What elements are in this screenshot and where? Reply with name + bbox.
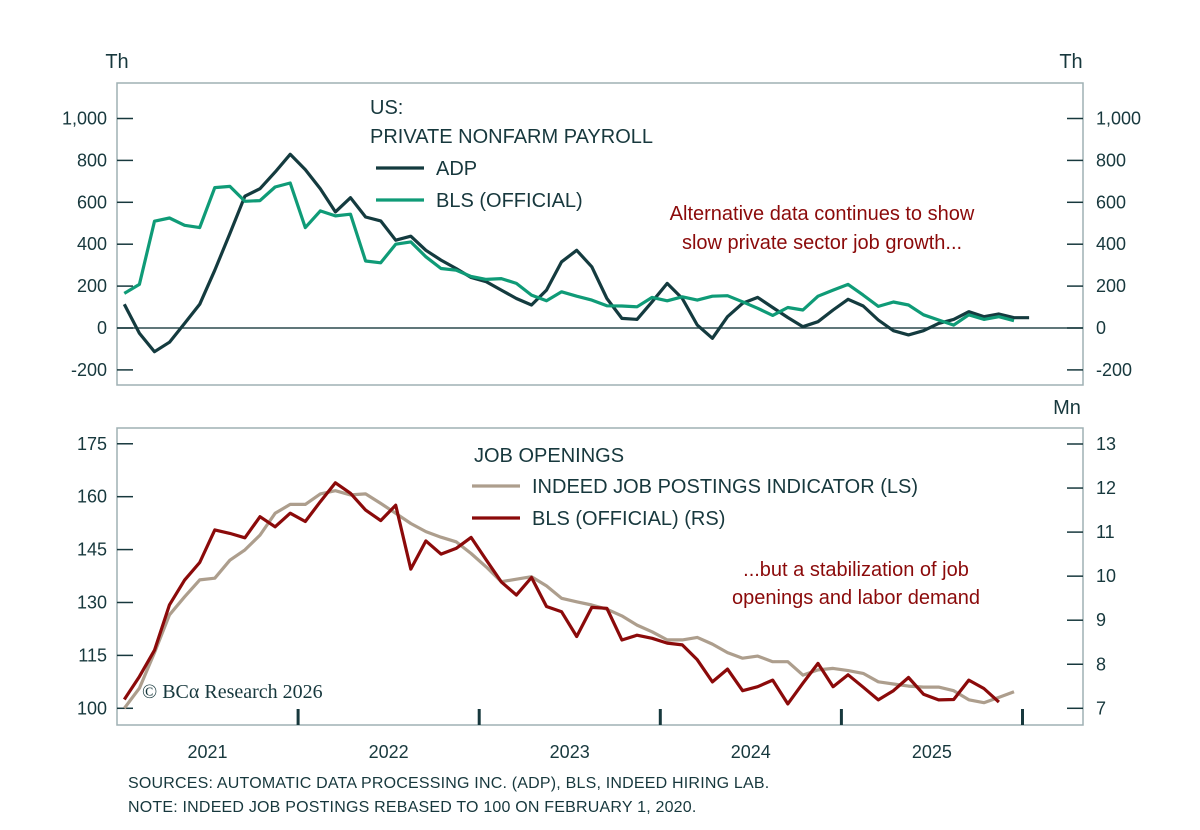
legend-label: INDEED JOB POSTINGS INDICATOR (LS) [532, 476, 918, 498]
y-tick-label-left: 100 [77, 698, 107, 718]
legend-label: ADP [436, 158, 477, 180]
y-tick-label-right: 1,000 [1096, 109, 1141, 129]
footer-note: NOTE: INDEED JOB POSTINGS REBASED TO 100… [128, 799, 697, 816]
y-tick-label-right: 400 [1096, 234, 1126, 254]
annotation: ...but a stabilization of job [743, 559, 969, 581]
series-line-indeed [123, 489, 1015, 710]
series-line-adp [122, 152, 1030, 354]
legend-label: BLS (OFFICIAL) (RS) [532, 508, 725, 530]
y-tick-label-right: 0 [1096, 318, 1106, 338]
top-panel-payroll: Th Th -200 -200 0 0 200 200 400 400 600 600 800 800 1,… [62, 51, 1141, 386]
y-tick-label-right: 9 [1096, 610, 1106, 630]
legend-label: BLS (OFFICIAL) [436, 190, 583, 212]
x-tick-label: 2021 [187, 742, 227, 762]
y-tick-label-right: 10 [1096, 566, 1116, 586]
y-tick-label-right: -200 [1096, 360, 1132, 380]
annotation: slow private sector job growth... [682, 232, 962, 254]
x-tick-label: 2022 [369, 742, 409, 762]
y-tick-label-left: 160 [77, 487, 107, 507]
y-tick-label-right: 12 [1096, 478, 1116, 498]
y-tick-label-left: 400 [77, 234, 107, 254]
y-tick-label-right: 800 [1096, 150, 1126, 170]
y-tick-label-right: 11 [1096, 522, 1115, 542]
plot-frame [116, 82, 1084, 386]
x-tick-label: 2025 [912, 742, 952, 762]
y-tick-label-right: 13 [1096, 434, 1116, 454]
footer-sources: SOURCES: AUTOMATIC DATA PROCESSING INC. … [128, 775, 770, 792]
y-unit-right: Mn [1053, 397, 1081, 419]
y-tick-label-left: 800 [77, 150, 107, 170]
y-tick-label-left: 175 [77, 434, 107, 454]
y-tick-label-left: 145 [77, 540, 107, 560]
chart-title: JOB OPENINGS [474, 445, 624, 467]
y-tick-label-left: 600 [77, 192, 107, 212]
series-line-bls [123, 181, 1015, 327]
annotation: Alternative data continues to show [670, 203, 975, 225]
chart-title-line2: PRIVATE NONFARM PAYROLL [370, 126, 653, 148]
y-tick-label-right: 7 [1096, 698, 1106, 718]
y-tick-label-left: -200 [71, 360, 107, 380]
series-line-bls-openings [122, 481, 1000, 706]
bottom-panel-job-openings: Mn 100 115 130 145 160 175 7 8 9 10 11 12 13 2021 2022 2… [77, 397, 1116, 762]
annotation: openings and labor demand [732, 587, 980, 609]
x-tick-label: 2023 [550, 742, 590, 762]
y-tick-label-left: 200 [77, 276, 107, 296]
y-tick-label-right: 200 [1096, 276, 1126, 296]
y-unit-right: Th [1059, 51, 1082, 73]
y-tick-label-right: 8 [1096, 654, 1106, 674]
y-tick-label-left: 115 [78, 645, 107, 665]
y-unit-left: Th [105, 51, 128, 73]
x-tick-label: 2024 [731, 742, 771, 762]
y-tick-label-left: 1,000 [62, 109, 107, 129]
watermark: © BCα Research 2026 [142, 681, 323, 703]
y-tick-label-right: 600 [1096, 192, 1126, 212]
chart-title-line1: US: [370, 97, 403, 119]
y-tick-label-left: 0 [97, 318, 107, 338]
y-tick-label-left: 130 [77, 592, 107, 612]
